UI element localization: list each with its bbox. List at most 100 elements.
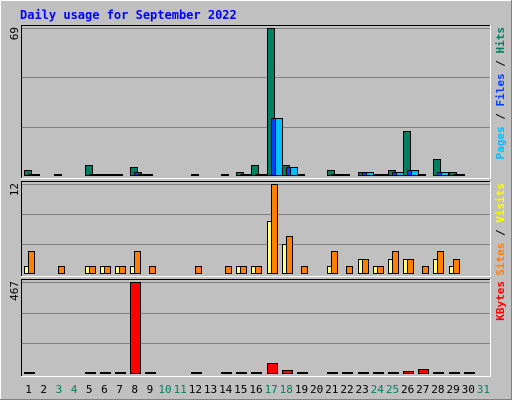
- bar-visits-sites-day-23: [363, 260, 369, 274]
- x-tick-label-day-31: 31: [477, 383, 490, 396]
- panel-kbytes-legend: KBytes: [494, 281, 507, 321]
- legend-part: Sites: [494, 243, 507, 276]
- panel-kbytes: 467 KBytes: [8, 279, 507, 377]
- bar-hits-pages-day-17: [276, 119, 283, 176]
- bar-hits-hits-day-19: [298, 175, 305, 176]
- x-tick-label-day-22: 22: [340, 383, 353, 396]
- x-tick-label-day-30: 30: [462, 383, 475, 396]
- bar-hits-hits-day-27: [419, 175, 426, 176]
- legend-part: /: [494, 223, 507, 243]
- x-tick-label-day-28: 28: [431, 383, 444, 396]
- bar-kbytes-kbytes-day-29: [450, 373, 460, 374]
- x-tick-label-day-8: 8: [131, 383, 138, 396]
- x-tick-label-day-7: 7: [116, 383, 123, 396]
- legend-part: Hits: [494, 27, 507, 54]
- bar-kbytes-kbytes-day-15: [237, 373, 247, 374]
- x-tick-label-day-24: 24: [371, 383, 385, 396]
- bar-kbytes-kbytes-day-27: [419, 370, 429, 374]
- bar-visits-sites-day-15: [241, 267, 247, 274]
- panel-kbytes-max-label: 467: [8, 281, 21, 301]
- x-tick-label-day-11: 11: [174, 383, 187, 396]
- bar-visits-sites-day-17: [272, 185, 278, 274]
- bar-hits-pages-day-29: [458, 175, 465, 176]
- bar-hits-hits-day-3: [55, 175, 62, 176]
- panel-visits: 12 Sites / Visits: [8, 181, 507, 277]
- bar-visits-sites-day-28: [438, 252, 444, 274]
- panels-layer: 69 Pages / Files / Hits 12 Sites / Visits 46…: [8, 25, 507, 377]
- bar-visits-sites-day-21: [332, 252, 338, 274]
- panel-hits-max-label: 69: [8, 27, 21, 40]
- x-tick-label-day-14: 14: [219, 383, 233, 396]
- x-tick-label-day-19: 19: [295, 383, 308, 396]
- x-tick-label-day-9: 9: [147, 383, 154, 396]
- x-tick-label-day-25: 25: [386, 383, 399, 396]
- bar-kbytes-kbytes-day-23: [359, 373, 369, 374]
- bar-visits-sites-day-19: [302, 267, 308, 274]
- bar-hits-hits-day-24: [374, 175, 381, 176]
- bar-kbytes-kbytes-day-6: [101, 373, 111, 374]
- bar-visits-sites-day-8: [135, 252, 141, 274]
- bar-visits-sites-day-9: [150, 267, 156, 274]
- bar-hits-hits-day-14: [222, 175, 229, 176]
- bar-visits-sites-day-29: [454, 260, 460, 274]
- bar-visits-sites-day-12: [196, 267, 202, 274]
- bar-hits-hits-day-12: [192, 175, 199, 176]
- bar-hits-pages-day-1: [33, 175, 40, 176]
- bar-hits-pages-day-18: [291, 168, 298, 176]
- bar-hits-pages-day-8: [139, 175, 146, 176]
- bar-hits-pages-day-23: [367, 173, 374, 176]
- legend-part: KBytes: [494, 281, 507, 321]
- bar-kbytes-kbytes-day-14: [222, 373, 232, 374]
- bar-hits-pages-day-16: [260, 175, 267, 176]
- bar-kbytes-kbytes-day-1: [25, 373, 35, 374]
- bar-hits-hits-day-26: [404, 132, 411, 176]
- bar-kbytes-kbytes-day-22: [343, 373, 353, 374]
- legend-part: Files: [494, 73, 507, 106]
- bar-visits-sites-day-25: [393, 252, 399, 274]
- panel-visits-legend: Sites / Visits: [494, 183, 507, 276]
- x-tick-label-day-27: 27: [416, 383, 429, 396]
- bar-hits-hits-day-7: [116, 175, 123, 176]
- x-tick-label-day-4: 4: [71, 383, 78, 396]
- panel-hits-background: [21, 25, 491, 179]
- bar-kbytes-kbytes-day-16: [252, 373, 262, 374]
- bar-visits-sites-day-26: [408, 260, 414, 274]
- bar-kbytes-kbytes-day-17: [268, 364, 278, 374]
- bar-kbytes-kbytes-day-25: [389, 373, 399, 374]
- bar-kbytes-kbytes-day-24: [374, 373, 384, 374]
- bar-kbytes-kbytes-day-28: [434, 373, 444, 374]
- x-tick-label-day-26: 26: [401, 383, 414, 396]
- bar-visits-sites-day-14: [226, 267, 232, 274]
- bar-kbytes-kbytes-day-8: [131, 283, 141, 374]
- bar-hits-pages-day-28: [442, 173, 449, 176]
- bar-kbytes-kbytes-day-18: [283, 371, 293, 374]
- panel-hits-legend: Pages / Files / Hits: [494, 27, 507, 160]
- bar-hits-pages-day-24: [382, 175, 389, 176]
- x-tick-label-day-2: 2: [40, 383, 47, 396]
- legend-part: Pages: [494, 126, 507, 159]
- bar-visits-sites-day-27: [423, 267, 429, 274]
- bar-kbytes-kbytes-day-9: [146, 373, 156, 374]
- x-tick-label-day-18: 18: [280, 383, 293, 396]
- bar-kbytes-kbytes-day-30: [465, 373, 475, 374]
- panel-visits-max-label: 12: [8, 183, 21, 196]
- x-tick-label-day-10: 10: [158, 383, 171, 396]
- bar-kbytes-kbytes-day-26: [404, 372, 414, 374]
- x-tick-label-day-5: 5: [86, 383, 93, 396]
- bar-hits-hits-day-22: [343, 175, 350, 176]
- bar-visits-sites-day-7: [120, 267, 126, 274]
- panel-hits: 69 Pages / Files / Hits: [8, 25, 507, 179]
- bar-kbytes-kbytes-day-5: [86, 373, 96, 374]
- bar-visits-sites-day-3: [59, 267, 65, 274]
- bar-hits-hits-day-9: [146, 175, 153, 176]
- bar-hits-pages-day-6: [109, 175, 116, 176]
- bar-visits-sites-day-6: [105, 267, 111, 274]
- bar-visits-sites-day-1: [29, 252, 35, 274]
- bar-hits-pages-day-25: [397, 173, 404, 176]
- legend-part: /: [494, 107, 507, 127]
- bar-visits-sites-day-24: [378, 267, 384, 274]
- x-tick-label-day-20: 20: [310, 383, 323, 396]
- legend-part: Visits: [494, 183, 507, 223]
- x-tick-label-day-13: 13: [204, 383, 217, 396]
- panel-kbytes-background: [21, 279, 491, 377]
